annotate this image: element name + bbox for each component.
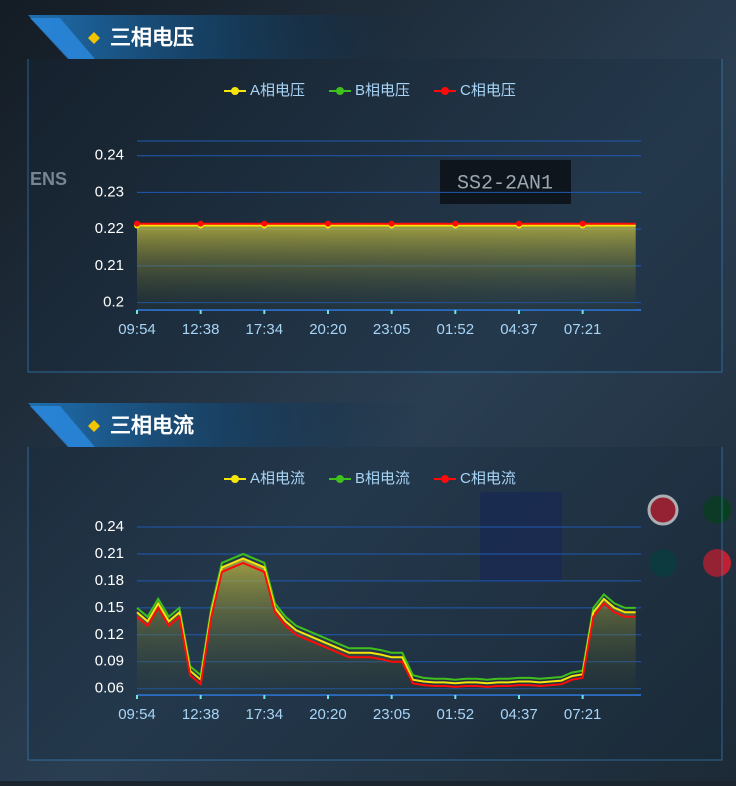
data-point [197,220,204,227]
data-point [261,220,268,227]
legend-label: B相电压 [355,82,410,99]
legend-label: A相电流 [250,470,305,487]
y-tick-label: 0.15 [95,599,124,616]
y-tick-label: 0.2 [103,294,124,311]
y-tick-label: 0.21 [95,545,124,562]
y-tick-label: 0.12 [95,626,124,643]
photo-label: SS2-2AN1 [457,172,553,195]
x-tick-label: 07:21 [564,321,602,338]
photo-button [703,496,731,524]
x-tick-label: 01:52 [437,321,475,338]
panel-title: 三相电压 [110,26,194,50]
data-point [515,220,522,227]
data-point [579,220,586,227]
x-tick-label: 09:54 [118,321,156,338]
x-tick-label: 04:37 [500,321,538,338]
y-tick-label: 0.09 [95,653,124,670]
x-tick-label: 09:54 [118,706,156,723]
y-tick-label: 0.24 [95,147,124,164]
y-tick-label: 0.22 [95,220,124,237]
legend-marker [231,87,239,95]
x-tick-label: 12:38 [182,706,220,723]
x-tick-label: 20:20 [309,706,347,723]
series-line [136,561,636,688]
y-tick-label: 0.23 [95,183,124,200]
header-accent [30,18,95,59]
panel-title: 三相电流 [110,414,194,438]
legend-label: C相电流 [460,470,516,487]
panel-header [28,403,420,447]
diamond-icon [88,420,100,432]
x-tick-label: 07:21 [564,706,602,723]
area [137,558,636,695]
x-tick-label: 04:37 [500,706,538,723]
header-accent [30,406,95,447]
data-point [388,220,395,227]
legend-label: B相电流 [355,470,410,487]
area [137,225,636,310]
legend-marker [231,475,239,483]
legend-label: A相电压 [250,82,305,99]
x-tick-label: 01:52 [437,706,475,723]
photo-button [703,549,731,577]
legend-label: C相电压 [460,82,516,99]
y-tick-label: 0.06 [95,680,124,697]
photo-label: ENS [30,169,67,189]
x-tick-label: 17:34 [246,321,284,338]
legend-marker [336,87,344,95]
data-point [452,220,459,227]
x-tick-label: 12:38 [182,321,220,338]
photo-sign [440,160,571,204]
photo-meter [480,492,562,582]
diamond-icon [88,32,100,44]
photo-button [649,549,677,577]
x-tick-label: 23:05 [373,321,411,338]
legend-marker [441,87,449,95]
data-point [134,220,140,227]
y-tick-label: 0.21 [95,257,124,274]
data-point [324,220,331,227]
panel-header [28,15,420,59]
photo-button [647,494,679,526]
y-tick-label: 0.24 [95,518,124,535]
x-tick-label: 17:34 [246,706,284,723]
series-line [136,557,636,685]
legend-marker [441,475,449,483]
x-tick-label: 20:20 [309,321,347,338]
x-tick-label: 23:05 [373,706,411,723]
y-tick-label: 0.18 [95,572,124,589]
legend-marker [336,475,344,483]
series-line [136,552,636,681]
